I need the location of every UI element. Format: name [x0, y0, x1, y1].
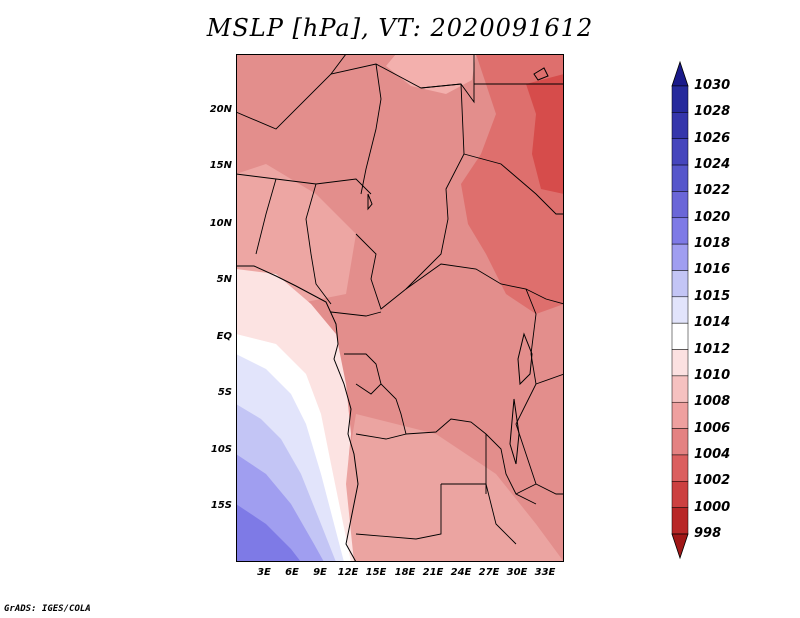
colorbar-label: 1012 [694, 341, 731, 357]
lon-label-33e: 33E [534, 567, 556, 578]
colorbar-label: 1008 [694, 394, 731, 410]
colorbar-segment [671, 401, 689, 429]
lon-label-24e: 24E [450, 567, 472, 578]
colorbar [671, 60, 689, 560]
colorbar-min-arrow [671, 533, 689, 560]
colorbar-label: 1014 [694, 315, 731, 331]
lat-label-20n: 20N [209, 104, 232, 115]
lon-label-18e: 18E [394, 567, 416, 578]
lon-label-27e: 27E [478, 567, 500, 578]
colorbar-max-arrow [671, 60, 689, 87]
colorbar-label: 1028 [694, 104, 731, 120]
colorbar-label: 1000 [694, 499, 731, 515]
colorbar-segment [671, 138, 689, 166]
lat-label-10s: 10S [210, 444, 232, 455]
pressure-map [236, 54, 564, 562]
colorbar-label: 1026 [694, 130, 731, 146]
colorbar-segment [671, 481, 689, 508]
colorbar-label: 1030 [694, 78, 731, 93]
lon-label-9e: 9E [313, 567, 327, 578]
map-frame [236, 54, 564, 562]
map-panel [236, 54, 564, 562]
colorbar-segment [671, 428, 689, 456]
colorbar-segment [671, 164, 689, 192]
colorbar-label: 998 [694, 526, 722, 541]
lon-label-30e: 30E [506, 567, 528, 578]
lon-label-3e: 3E [257, 567, 271, 578]
colorbar-segment [671, 112, 689, 139]
lon-label-15e: 15E [365, 567, 387, 578]
map-title: MSLP [hPa], VT: 2020091612 [206, 14, 594, 42]
colorbar-label: 1020 [694, 209, 731, 225]
colorbar-label: 1022 [694, 183, 731, 199]
lat-label-eq: EQ [216, 331, 232, 342]
country-boundaries [236, 54, 564, 545]
lon-label-12e: 12E [337, 567, 359, 578]
pressure-field-region [236, 164, 356, 304]
colorbar-label: 1015 [694, 288, 731, 304]
colorbar-segment [671, 270, 689, 298]
colorbar-segment [671, 375, 689, 403]
colorbar-segment [671, 243, 689, 271]
coastline [236, 265, 359, 562]
lat-label-5s: 5S [217, 387, 232, 398]
lon-label-21e: 21E [422, 567, 444, 578]
colorbar-label: 1018 [694, 236, 731, 252]
colorbar-segment [671, 85, 689, 113]
colorbar-label: 1006 [694, 420, 731, 436]
pressure-field-region [526, 74, 564, 194]
lakes [367, 67, 549, 465]
colorbar-segment [671, 296, 689, 324]
lat-label-5n: 5N [216, 274, 232, 285]
colorbar-label: 1004 [694, 446, 731, 462]
colorbar-label: 1002 [694, 473, 731, 489]
credit-text: GrADS: IGES/COLA [4, 604, 91, 614]
pressure-field-region [236, 504, 301, 562]
lat-label-10n: 10N [209, 218, 232, 229]
lon-label-6e: 6E [285, 567, 299, 578]
lat-label-15s: 15S [210, 500, 232, 511]
lat-label-15n: 15N [209, 160, 232, 171]
colorbar-label: 1024 [694, 157, 731, 173]
colorbar-label: 1010 [694, 367, 731, 383]
colorbar-label: 1016 [694, 262, 731, 278]
pressure-field-region [386, 54, 476, 94]
colorbar-segment [671, 217, 689, 245]
colorbar-segment [671, 507, 689, 535]
pressure-field-region [346, 414, 564, 562]
colorbar-segment [671, 349, 689, 377]
colorbar-segment [671, 191, 689, 219]
colorbar-segment [671, 322, 689, 350]
colorbar-segment [671, 454, 689, 482]
